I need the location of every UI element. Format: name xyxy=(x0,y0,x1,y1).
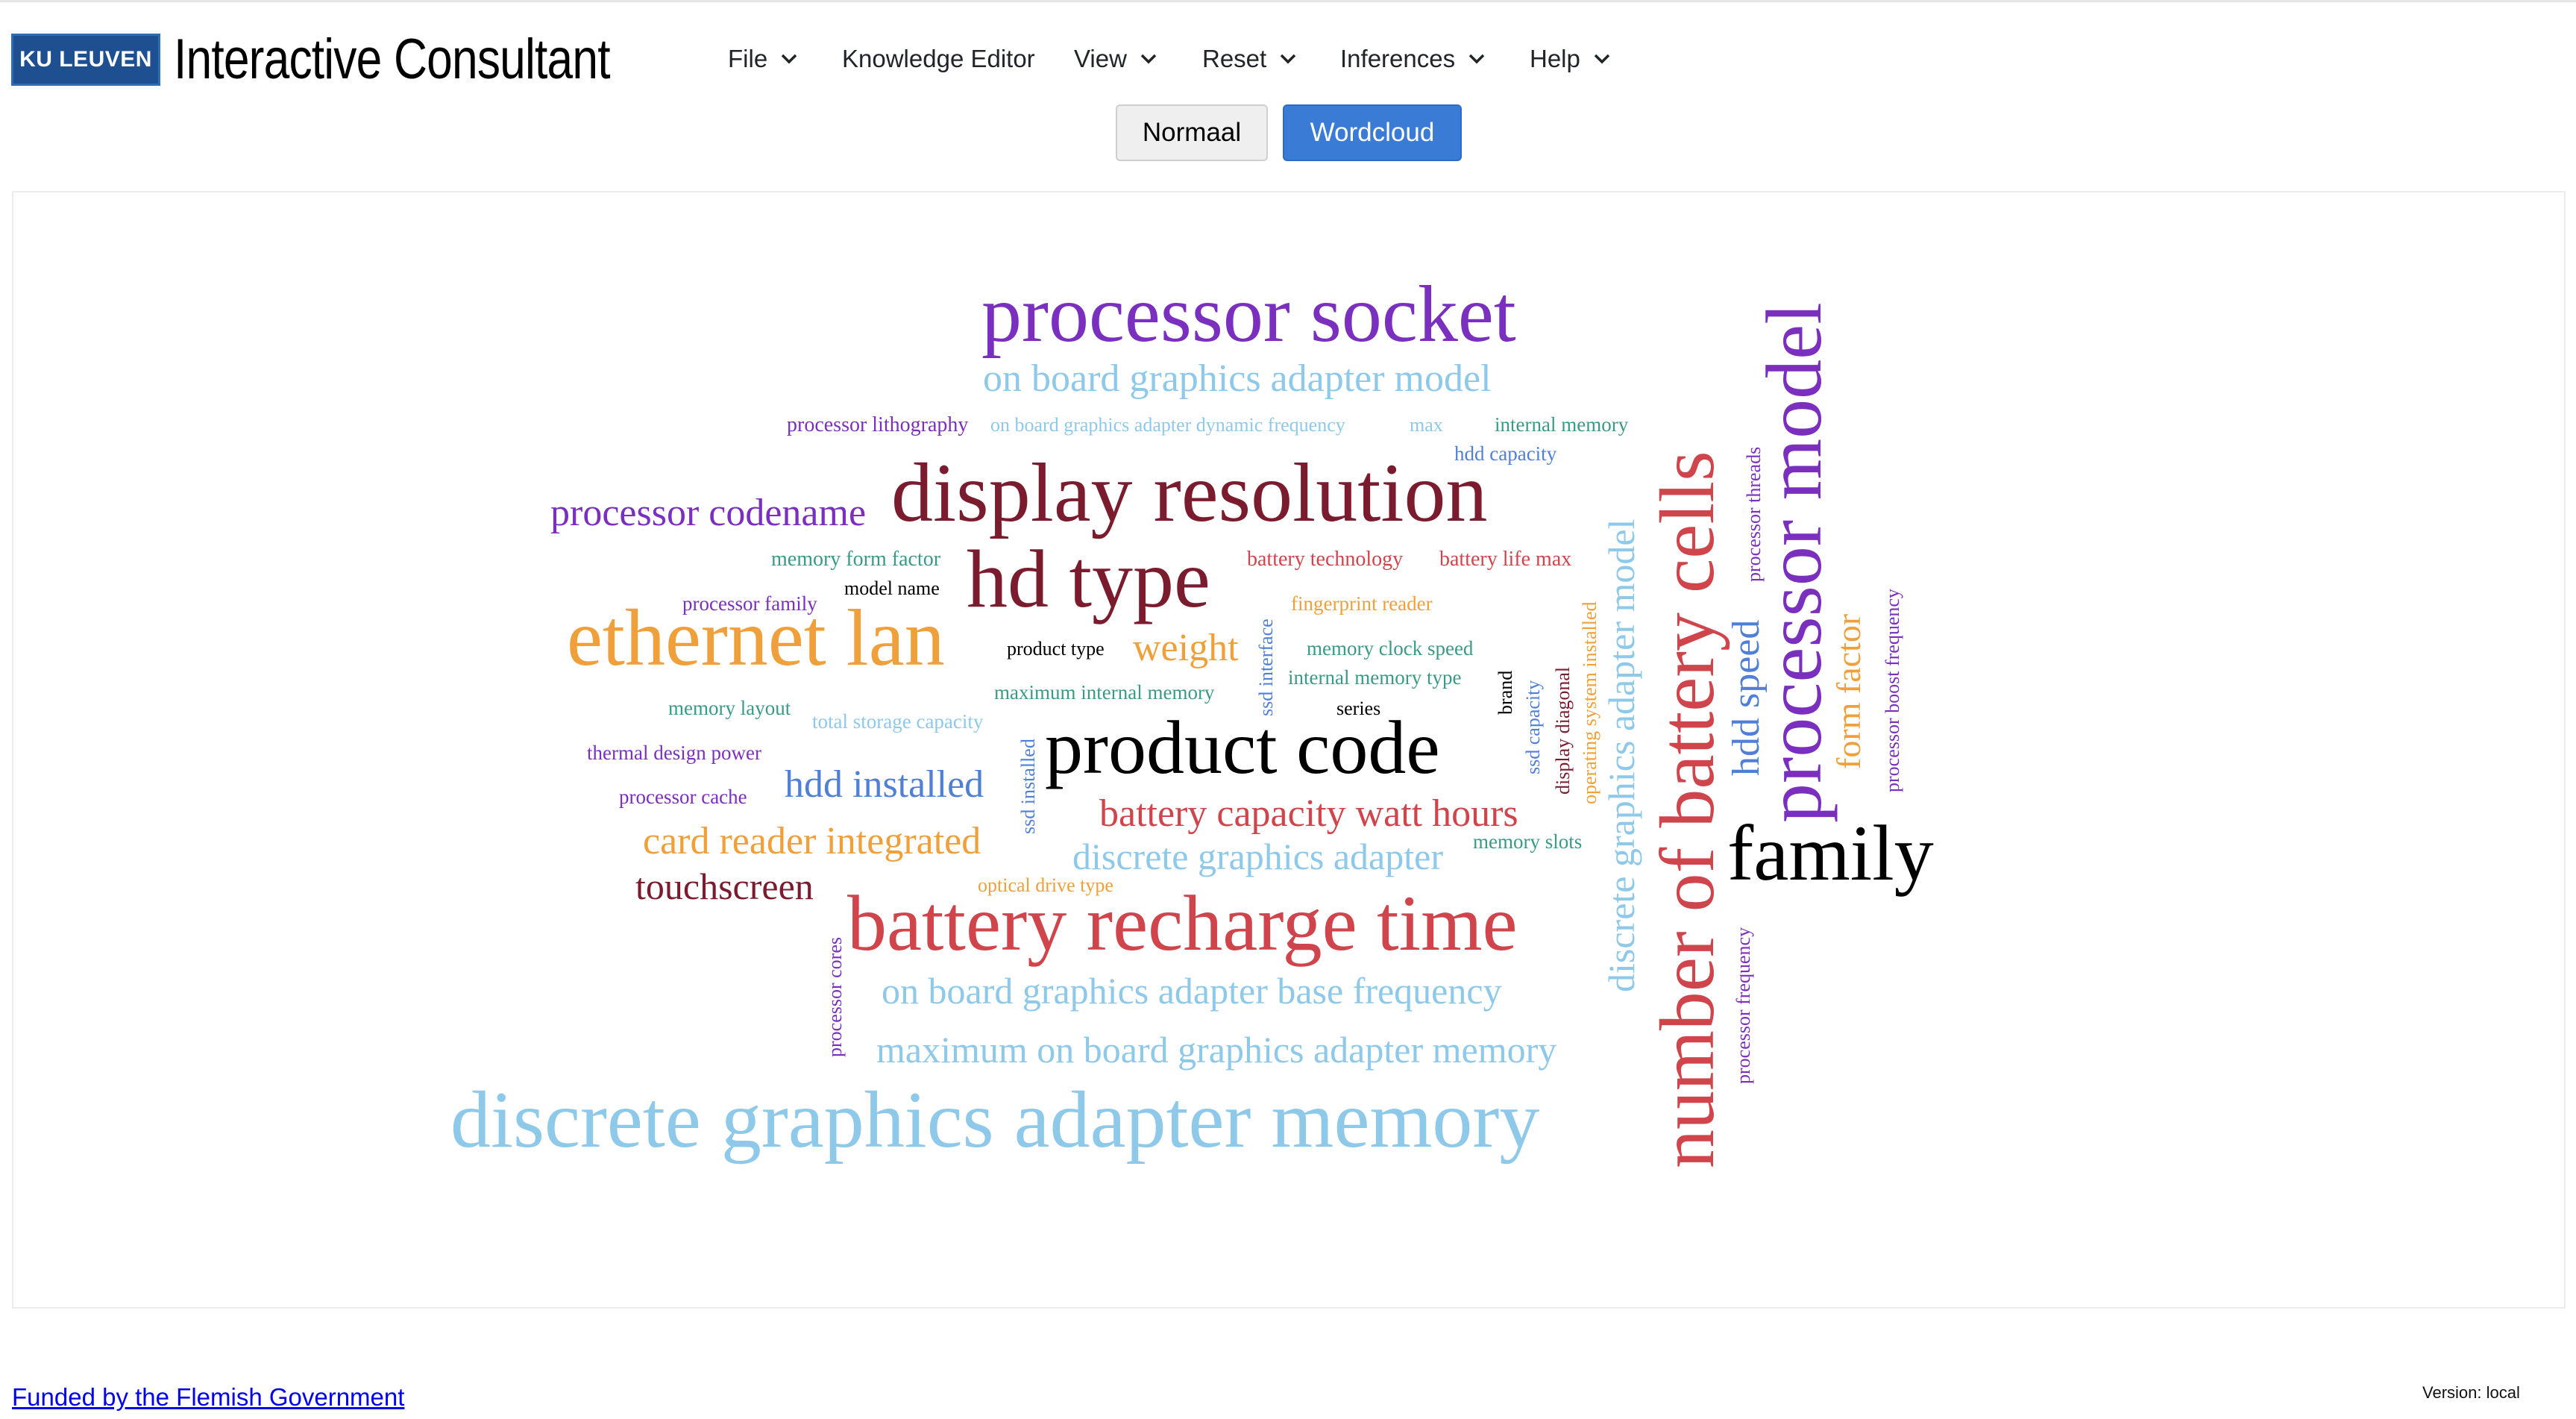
chevron-down-icon xyxy=(781,54,797,64)
menu-inferences-label: Inferences xyxy=(1340,45,1456,72)
wordcloud-word-maximum-internal-memory[interactable]: maximum internal memory xyxy=(994,681,1215,704)
wordcloud-word-fingerprint-reader[interactable]: fingerprint reader xyxy=(1291,592,1433,615)
menu-file[interactable]: File xyxy=(728,39,797,79)
chevron-down-icon xyxy=(1594,54,1610,64)
wordcloud-word-form-factor[interactable]: form factor xyxy=(1829,614,1867,769)
wordcloud-word-processor-frequency[interactable]: processor frequency xyxy=(1732,927,1754,1084)
wordcloud-word-card-reader-integrated[interactable]: card reader integrated xyxy=(643,820,981,862)
wordcloud-word-battery-life-max[interactable]: battery life max xyxy=(1439,548,1571,571)
wordcloud-word-product-code[interactable]: product code xyxy=(1045,706,1440,790)
wordcloud-word-display-diagonal[interactable]: display diagonal xyxy=(1552,667,1574,795)
wordcloud-word-processor-family[interactable]: processor family xyxy=(682,592,817,615)
wordcloud-word-processor-codename[interactable]: processor codename xyxy=(550,492,866,534)
chevron-down-icon xyxy=(1280,54,1296,64)
wordcloud-word-discrete-graphics-adapter-model[interactable]: discrete graphics adapter model xyxy=(1600,519,1642,992)
wordcloud-word-weight[interactable]: weight xyxy=(1133,627,1239,669)
wordcloud-word-series[interactable]: series xyxy=(1336,698,1380,719)
funding-link[interactable]: Funded by the Flemish Government xyxy=(12,1383,405,1411)
wordcloud-word-processor-model[interactable]: processor model xyxy=(1750,302,1838,823)
wordcloud-word-number-of-battery-cells[interactable]: number of battery cells xyxy=(1644,451,1730,1168)
wordcloud-word-battery-technology[interactable]: battery technology xyxy=(1247,548,1403,571)
wordcloud-word-processor-threads[interactable]: processor threads xyxy=(1743,447,1765,582)
normaal-view-button[interactable]: Normaal xyxy=(1116,104,1268,161)
chevron-down-icon xyxy=(1468,54,1485,64)
wordcloud-word-family[interactable]: family xyxy=(1727,809,1934,897)
menu-view[interactable]: View xyxy=(1074,39,1157,79)
wordcloud-word-on-board-graphics-adapter-model[interactable]: on board graphics adapter model xyxy=(983,357,1492,400)
wordcloud-word-hd-type[interactable]: hd type xyxy=(967,533,1210,624)
version-label: Version: local xyxy=(2422,1383,2520,1402)
wordcloud-word-processor-cores[interactable]: processor cores xyxy=(824,937,846,1057)
wordcloud-word-battery-capacity-watt-hours[interactable]: battery capacity watt hours xyxy=(1099,792,1518,835)
chevron-down-icon xyxy=(1140,54,1157,64)
menu-reset[interactable]: Reset xyxy=(1202,39,1296,79)
app-title: Interactive Consultant xyxy=(174,28,611,91)
wordcloud-word-display-resolution[interactable]: display resolution xyxy=(891,447,1487,539)
wordcloud-word-memory-clock-speed[interactable]: memory clock speed xyxy=(1307,637,1474,660)
wordcloud-word-internal-memory[interactable]: internal memory xyxy=(1495,413,1629,436)
wordcloud-word-ssd-installed[interactable]: ssd installed xyxy=(1017,739,1039,834)
menu-inferences[interactable]: Inferences xyxy=(1340,39,1485,79)
wordcloud-word-touchscreen[interactable]: touchscreen xyxy=(635,865,814,907)
menu-knowledge-editor-label: Knowledge Editor xyxy=(842,45,1035,72)
wordcloud-word-memory-slots[interactable]: memory slots xyxy=(1473,830,1582,853)
wordcloud-word-hdd-installed[interactable]: hdd installed xyxy=(785,763,984,806)
wordcloud-word-optical-drive-type[interactable]: optical drive type xyxy=(978,874,1113,896)
wordcloud-word-ssd-interface[interactable]: ssd interface xyxy=(1255,618,1277,716)
wordcloud-view-button[interactable]: Wordcloud xyxy=(1283,104,1462,161)
brand: KU LEUVEN Interactive Consultant xyxy=(11,28,706,91)
wordcloud-word-hdd-speed[interactable]: hdd speed xyxy=(1725,620,1768,776)
wordcloud-word-max[interactable]: max xyxy=(1410,414,1443,436)
wordcloud-word-processor-boost-frequency[interactable]: processor boost frequency xyxy=(1882,589,1903,792)
wordcloud-word-battery-recharge-time[interactable]: battery recharge time xyxy=(847,880,1518,967)
wordcloud-word-ethernet-lan[interactable]: ethernet lan xyxy=(567,594,945,683)
wordcloud-word-maximum-on-board-graphics-adapter-memory[interactable]: maximum on board graphics adapter memory xyxy=(876,1029,1556,1071)
wordcloud-word-hdd-capacity[interactable]: hdd capacity xyxy=(1454,442,1557,465)
wordcloud-panel xyxy=(12,191,2566,1309)
wordcloud-word-processor-socket[interactable]: processor socket xyxy=(981,270,1516,359)
ku-leuven-logo[interactable]: KU LEUVEN xyxy=(11,34,160,86)
wordcloud-word-processor-cache[interactable]: processor cache xyxy=(619,786,747,808)
menu-reset-label: Reset xyxy=(1202,45,1267,72)
wordcloud-word-product-type[interactable]: product type xyxy=(1007,638,1105,660)
menu-knowledge-editor[interactable]: Knowledge Editor xyxy=(842,39,1035,79)
wordcloud-word-ssd-capacity[interactable]: ssd capacity xyxy=(1522,680,1544,774)
wordcloud-word-memory-layout[interactable]: memory layout xyxy=(668,697,791,719)
menu-file-label: File xyxy=(728,45,768,72)
wordcloud-word-discrete-graphics-adapter[interactable]: discrete graphics adapter xyxy=(1072,836,1443,877)
wordcloud-word-processor-lithography[interactable]: processor lithography xyxy=(787,413,968,436)
wordcloud-word-on-board-graphics-adapter-base-frequency[interactable]: on board graphics adapter base frequency xyxy=(882,970,1502,1012)
wordcloud-word-total-storage-capacity[interactable]: total storage capacity xyxy=(812,710,984,733)
wordcloud-word-operating-system-installed[interactable]: operating system installed xyxy=(1579,601,1600,804)
wordcloud-word-model-name[interactable]: model name xyxy=(844,577,940,599)
wordcloud-word-internal-memory-type[interactable]: internal memory type xyxy=(1288,666,1461,689)
wordcloud-word-memory-form-factor[interactable]: memory form factor xyxy=(771,548,941,571)
wordcloud-word-thermal-design-power[interactable]: thermal design power xyxy=(587,742,761,764)
wordcloud-word-brand[interactable]: brand xyxy=(1495,671,1516,715)
menu-view-label: View xyxy=(1074,45,1127,72)
top-border xyxy=(0,0,2576,2)
menu-help-label: Help xyxy=(1530,45,1580,72)
wordcloud-word-on-board-graphics-adapter-dynamic-frequency[interactable]: on board graphics adapter dynamic freque… xyxy=(990,414,1345,436)
menu-help[interactable]: Help xyxy=(1530,39,1610,79)
wordcloud-word-discrete-graphics-adapter-memory[interactable]: discrete graphics adapter memory xyxy=(450,1076,1539,1165)
